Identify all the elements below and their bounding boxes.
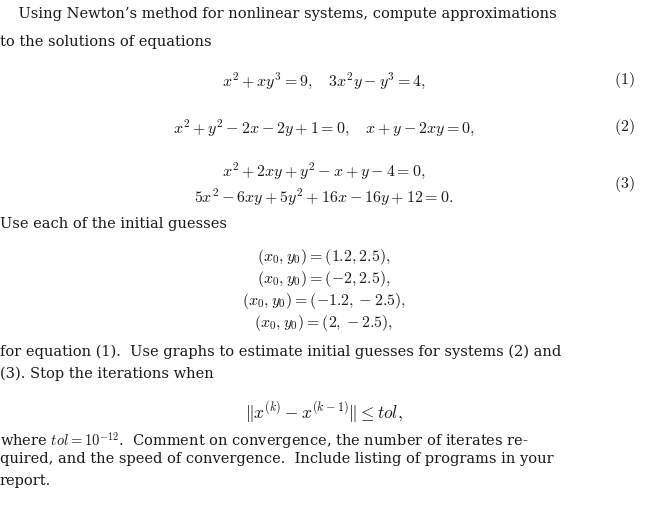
Text: $x^2 + xy^3 = 9, \quad 3x^2y - y^3 = 4,$: $x^2 + xy^3 = 9, \quad 3x^2y - y^3 = 4,$ (222, 70, 425, 90)
Text: report.: report. (0, 474, 51, 488)
Text: $(x_0, y_0) = (2, -2.5),$: $(x_0, y_0) = (2, -2.5),$ (254, 313, 393, 333)
Text: quired, and the speed of convergence.  Include listing of programs in your: quired, and the speed of convergence. In… (0, 452, 554, 466)
Text: where $tol = 10^{-12}$.  Comment on convergence, the number of iterates re-: where $tol = 10^{-12}$. Comment on conve… (0, 430, 529, 451)
Text: $(1)$: $(1)$ (614, 70, 635, 90)
Text: $(2)$: $(2)$ (614, 117, 635, 137)
Text: $(3)$: $(3)$ (614, 174, 635, 193)
Text: Use each of the initial guesses: Use each of the initial guesses (0, 217, 227, 231)
Text: $\|x^{(k)} - x^{(k-1)}\| \leq tol,$: $\|x^{(k)} - x^{(k-1)}\| \leq tol,$ (245, 399, 402, 425)
Text: $(x_0, y_0) = (1.2, 2.5),$: $(x_0, y_0) = (1.2, 2.5),$ (257, 247, 390, 267)
Text: $(x_0, y_0) = (-1.2, -2.5),$: $(x_0, y_0) = (-1.2, -2.5),$ (241, 291, 406, 311)
Text: Using Newton’s method for nonlinear systems, compute approximations: Using Newton’s method for nonlinear syst… (0, 7, 557, 21)
Text: $x^2 + y^2 - 2x - 2y + 1 = 0, \quad x + y - 2xy = 0,$: $x^2 + y^2 - 2x - 2y + 1 = 0, \quad x + … (173, 117, 474, 137)
Text: to the solutions of equations: to the solutions of equations (0, 35, 212, 49)
Text: (3). Stop the iterations when: (3). Stop the iterations when (0, 367, 214, 381)
Text: $x^2 + 2xy + y^2 - x + y - 4 = 0,$: $x^2 + 2xy + y^2 - x + y - 4 = 0,$ (222, 160, 425, 180)
Text: $(x_0, y_0) = (-2, 2.5),$: $(x_0, y_0) = (-2, 2.5),$ (257, 269, 390, 289)
Text: $5x^2 - 6xy + 5y^2 + 16x - 16y + 12 = 0.$: $5x^2 - 6xy + 5y^2 + 16x - 16y + 12 = 0.… (194, 187, 453, 209)
Text: for equation (1).  Use graphs to estimate initial guesses for systems (2) and: for equation (1). Use graphs to estimate… (0, 345, 561, 360)
